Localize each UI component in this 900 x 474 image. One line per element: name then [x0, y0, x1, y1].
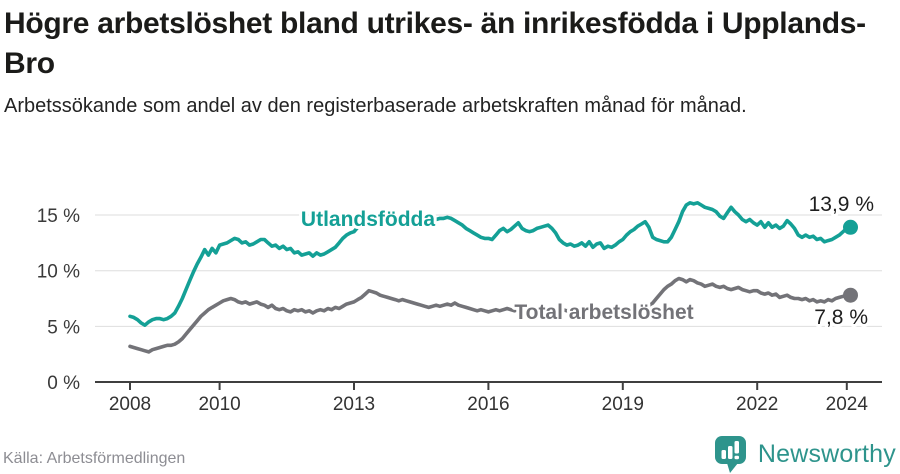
series-label-total: Total arbetslöshet: [514, 301, 693, 324]
y-tick-label: 5 %: [47, 317, 80, 338]
series-end-dot-total: [843, 287, 858, 303]
end-value-label-total: 7,8 %: [814, 306, 868, 329]
source-note: Källa: Arbetsförmedlingen: [3, 450, 186, 467]
x-tick-label: 2024: [826, 394, 869, 415]
newsworthy-wordmark: Newsworthy: [757, 439, 896, 468]
newsworthy-bubble-chart-icon: [714, 436, 746, 473]
x-tick-label: 2016: [467, 394, 509, 415]
y-tick-label: 0 %: [47, 373, 80, 394]
y-tick-label: 15 %: [37, 206, 80, 227]
x-tick-label: 2010: [198, 394, 240, 415]
y-tick-label: 10 %: [37, 262, 80, 283]
series-end-dot-utlandsfodda: [843, 219, 858, 235]
newsworthy-logo: Newsworthy: [713, 434, 896, 474]
x-tick-label: 2022: [736, 394, 778, 415]
series-label-utlandsfodda: Utlandsfödda: [301, 208, 435, 231]
end-value-label-utlandsfodda: 13,9 %: [809, 193, 874, 216]
series-line-total: [128, 276, 853, 354]
chart-title: Högre arbetslöshet bland utrikes- än inr…: [4, 7, 866, 80]
x-tick-label: 2013: [333, 394, 375, 415]
x-tick-label: 2008: [109, 394, 151, 415]
series-line-utlandsfodda: [128, 201, 853, 328]
chart-subtitle: Arbetssökande som andel av den registerb…: [4, 95, 747, 117]
x-tick-label: 2019: [602, 394, 644, 415]
